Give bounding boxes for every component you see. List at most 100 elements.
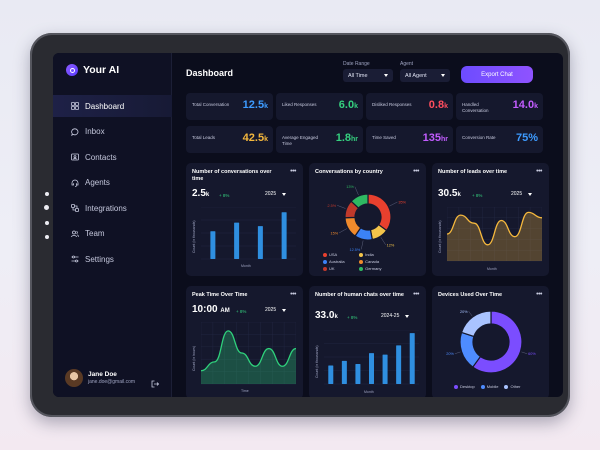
stat-average-engaged-time: Average Engaged Time 1.8hr — [276, 126, 363, 153]
x-axis-label: Month — [241, 264, 251, 268]
team-icon — [71, 230, 79, 238]
sidebar-item-agents[interactable]: Agents — [53, 172, 172, 194]
area-fill — [447, 212, 542, 261]
agent-value: All Agent — [405, 72, 427, 79]
card-big-value: 30.5k — [438, 188, 461, 199]
bar — [257, 226, 263, 259]
tablet-dot — [45, 192, 49, 196]
more-icon[interactable]: ••• — [413, 291, 419, 298]
date-range-select[interactable]: All Time — [343, 69, 393, 82]
camera-dot — [44, 205, 49, 210]
card-devices: Devices Used Over Time ••• 60% 20% 20% Des… — [432, 286, 549, 397]
legend-swatch — [359, 259, 364, 264]
sidebar-item-label: Settings — [85, 254, 114, 264]
sidebar-item-settings[interactable]: Settings — [53, 248, 172, 270]
stat-label: Handled Conversation — [462, 102, 489, 113]
chevron-down-icon — [441, 74, 445, 77]
export-chat-button[interactable]: Export Chat — [461, 66, 533, 83]
trend-badge: + 8% — [472, 193, 483, 198]
legend-item: Mobile — [480, 384, 498, 389]
chat-icon — [71, 127, 79, 136]
stat-label: Disliked Responses — [372, 102, 412, 107]
stat-value: 0.8k — [428, 99, 448, 111]
integrations-icon — [71, 204, 79, 212]
card-title: Devices Used Over Time — [438, 292, 503, 298]
tablet-frame: Your AI Dashboard Inbox Contacts Agents — [30, 33, 570, 417]
legend-item: India — [359, 252, 389, 257]
legend-swatch — [504, 384, 509, 389]
chevron-down-icon[interactable] — [282, 309, 286, 312]
year-select[interactable]: 2025 — [265, 191, 277, 197]
donut-slice — [460, 310, 492, 338]
card-conversations-by-country: Conversations by country ••• 35% 12% 12.5%… — [309, 163, 426, 276]
date-range-label: Date Range — [343, 61, 370, 67]
year-select[interactable]: 2024-25 — [381, 313, 400, 319]
sidebar-item-team[interactable]: Team — [53, 223, 172, 245]
legend-label: USA — [329, 252, 338, 257]
label-leader — [354, 186, 359, 196]
sidebar-item-dashboard[interactable]: Dashboard — [53, 95, 172, 117]
grid-icon — [71, 102, 79, 110]
legend-swatch — [454, 384, 458, 389]
bar — [409, 333, 415, 384]
more-icon[interactable]: ••• — [536, 168, 542, 175]
chevron-down-icon[interactable] — [282, 193, 286, 196]
more-icon[interactable]: ••• — [413, 168, 419, 175]
legend-label: Desktop — [460, 384, 475, 389]
legend-swatch — [323, 266, 327, 271]
legend-swatch — [323, 259, 327, 264]
chart-legend: USA India Australia Canada UK Germany — [323, 252, 419, 273]
slice-label: 12.5% — [327, 204, 337, 208]
donut-chart-countries: 35% 12% 12.5% 15% 12.5% 13% — [327, 185, 407, 252]
bar — [382, 354, 388, 384]
legend-label: Other — [510, 384, 521, 389]
stat-liked-responses: Liked Responses 6.0k — [276, 93, 363, 120]
y-axis-label: Count (in thousands) — [438, 220, 442, 254]
trend-badge: + 8% — [236, 309, 247, 314]
legend-swatch — [359, 266, 364, 271]
year-select[interactable]: 2025 — [511, 191, 523, 197]
legend-item: Australia — [323, 259, 353, 264]
donut-chart-devices: 60% 20% 20% — [446, 310, 536, 374]
avatar — [65, 369, 83, 387]
series-line — [447, 211, 542, 246]
more-icon[interactable]: ••• — [290, 168, 296, 175]
main-content: Dashboard Date Range All Time Agent All … — [172, 53, 563, 397]
stat-value: 75% — [515, 132, 538, 144]
user-profile[interactable]: Jane Doe jane.doe@gmail.com — [65, 369, 135, 387]
brand-logo-icon — [66, 64, 78, 76]
more-icon[interactable]: ••• — [536, 291, 542, 298]
bar — [369, 353, 374, 384]
slice-label: 20% — [460, 310, 468, 314]
sidebar-item-contacts[interactable]: Contacts — [53, 146, 172, 168]
sidebar-item-label: Dashboard — [85, 101, 125, 111]
sidebar-item-integrations[interactable]: Integrations — [53, 197, 172, 219]
tablet-dot — [45, 235, 49, 239]
stat-label: Conversion Rate — [462, 135, 496, 140]
slice-label: 12% — [387, 243, 395, 247]
bar — [210, 231, 216, 259]
y-axis-label: Count (in thousands) — [192, 220, 196, 254]
trend-badge: + 8% — [347, 315, 358, 320]
sidebar-item-inbox[interactable]: Inbox — [53, 121, 172, 143]
legend-item: Germany — [359, 266, 389, 271]
chevron-down-icon[interactable] — [528, 193, 532, 196]
label-leader — [339, 228, 348, 234]
legend-swatch — [480, 384, 485, 389]
bar — [328, 365, 334, 384]
logout-icon[interactable] — [151, 375, 160, 388]
more-icon[interactable]: ••• — [290, 291, 296, 298]
label-leader — [389, 201, 398, 207]
bar-chart-human-chats — [324, 330, 419, 385]
label-leader — [454, 351, 461, 354]
stat-value: 14.0k — [512, 99, 538, 111]
slice-label: 12.5% — [350, 248, 361, 252]
card-big-value: 10:00 AM — [192, 304, 230, 315]
year-select[interactable]: 2025 — [265, 307, 277, 313]
stat-disliked-responses: Disliked Responses 0.8k — [366, 93, 453, 120]
bar — [396, 345, 402, 384]
user-name: Jane Doe — [88, 371, 117, 378]
brand[interactable]: Your AI — [66, 64, 119, 76]
agent-select[interactable]: All Agent — [400, 69, 450, 82]
chevron-down-icon[interactable] — [405, 315, 409, 318]
